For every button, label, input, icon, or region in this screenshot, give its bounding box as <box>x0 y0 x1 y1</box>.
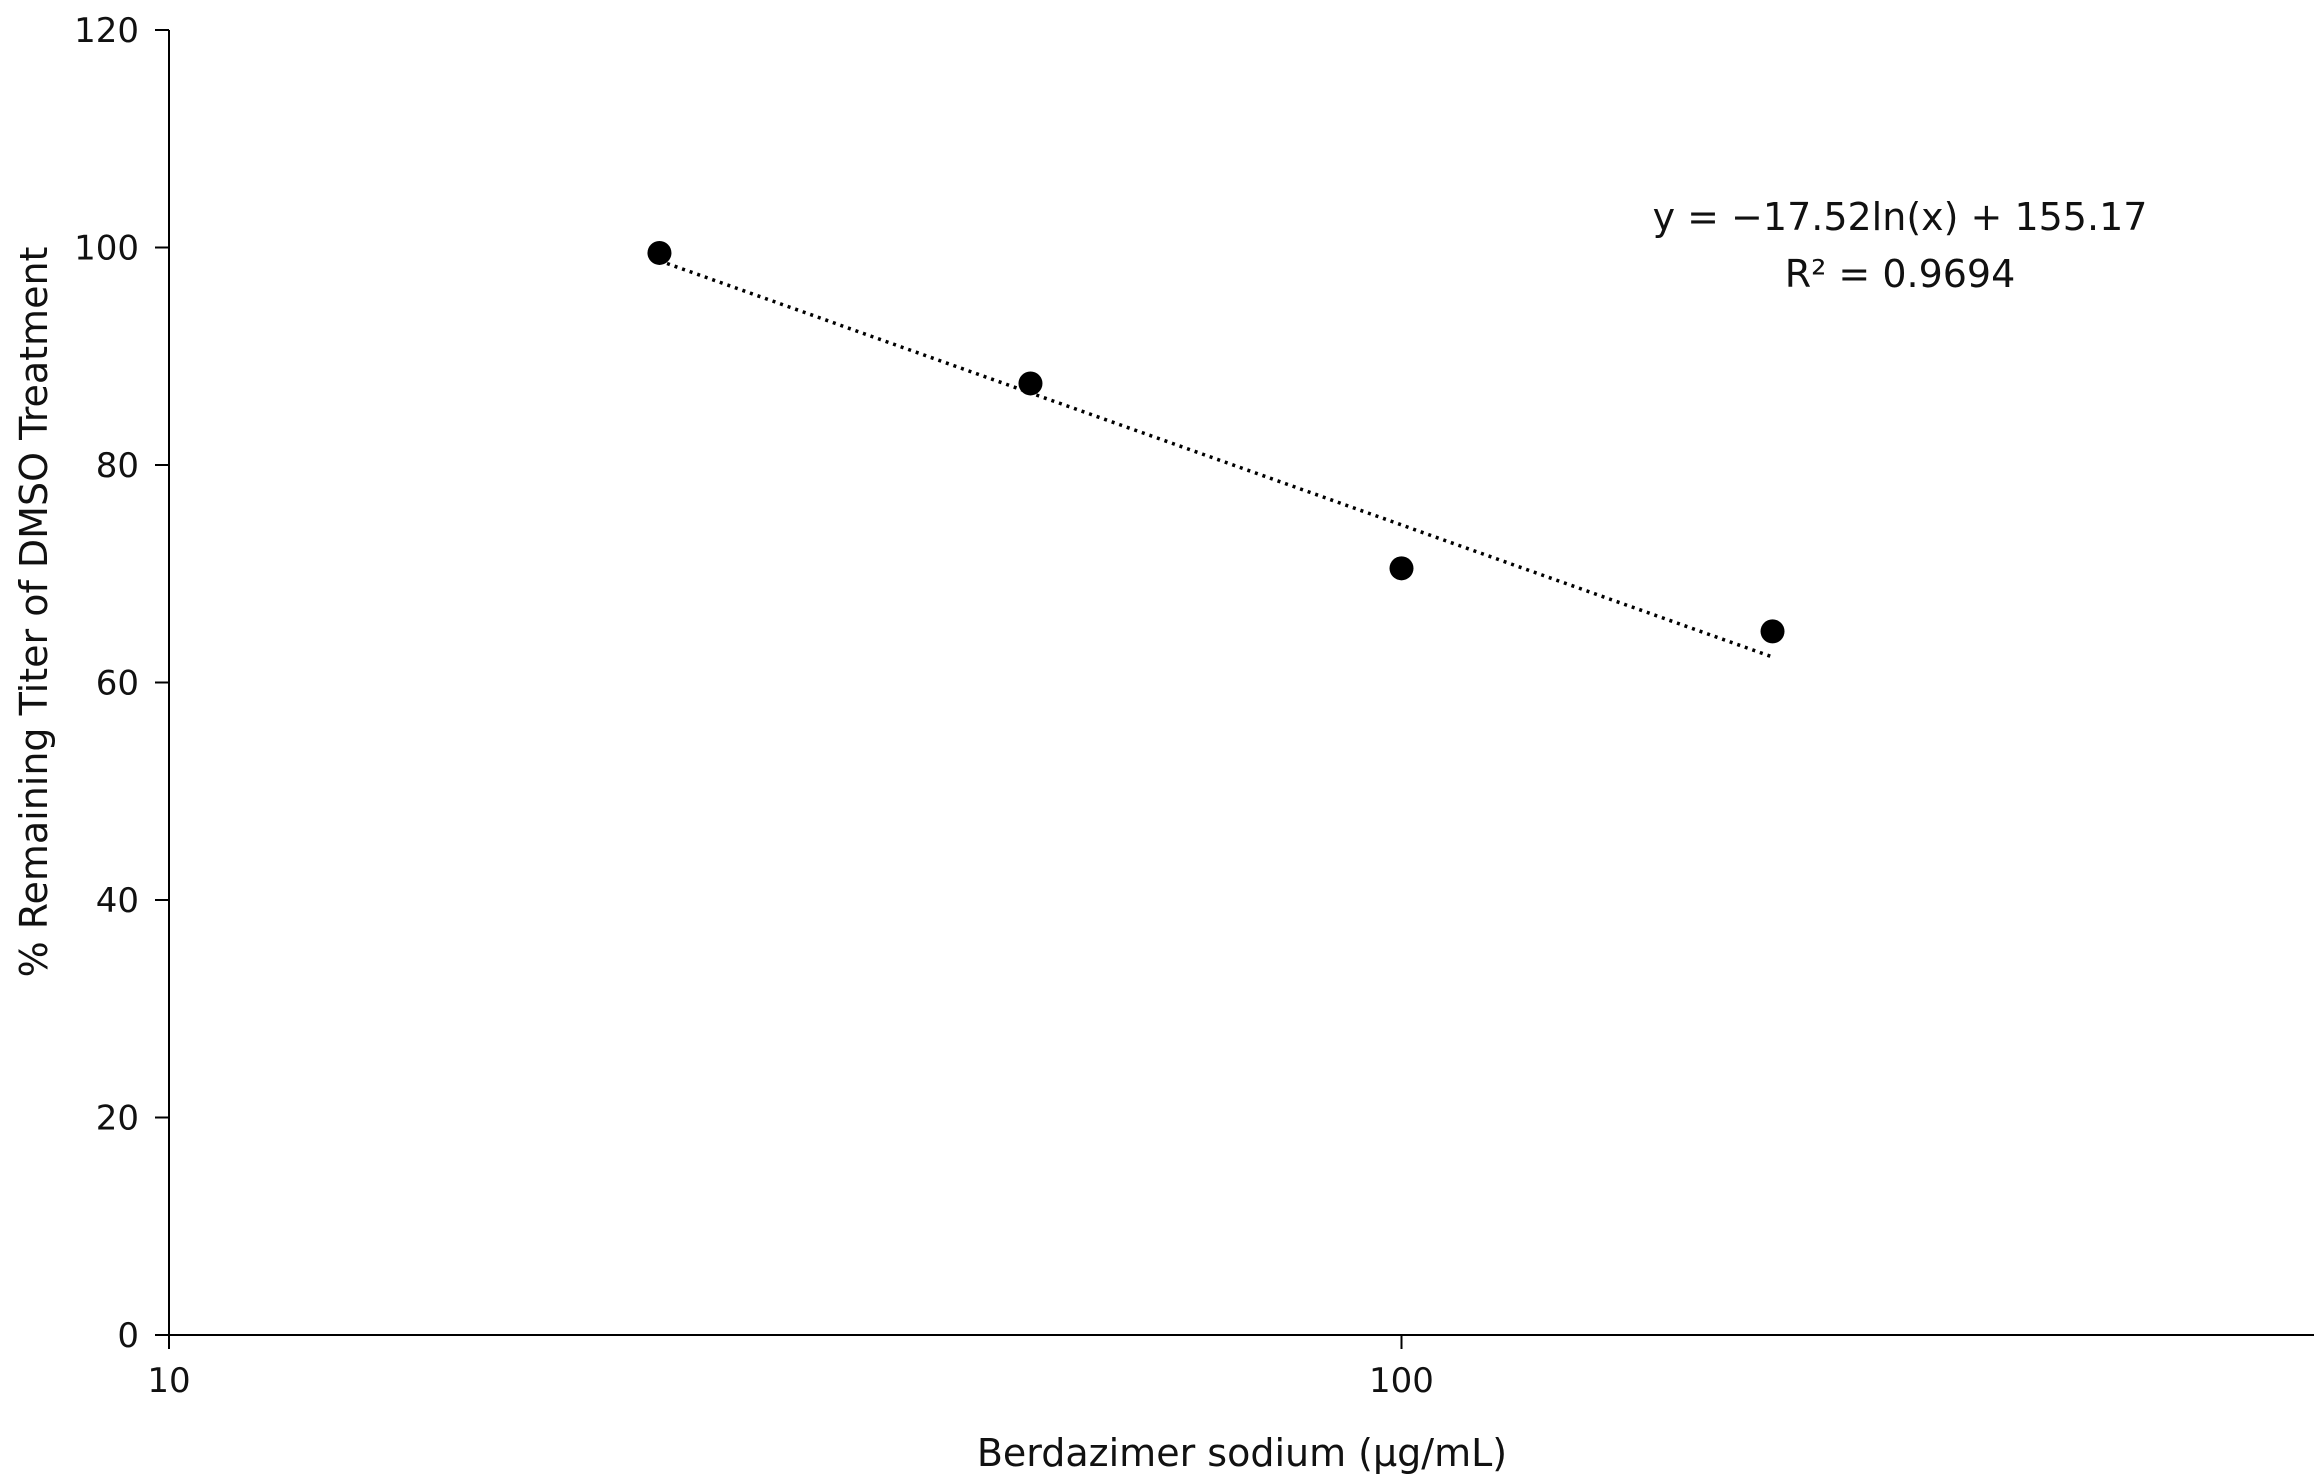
y-tick-label: 80 <box>96 446 139 486</box>
y-tick-label: 120 <box>74 11 139 51</box>
trendline <box>658 259 1774 659</box>
y-tick-label: 40 <box>96 881 139 921</box>
y-tick-label: 0 <box>117 1316 139 1356</box>
data-point <box>1389 556 1414 581</box>
data-point <box>1760 619 1785 644</box>
x-tick-label: 10 <box>147 1361 190 1401</box>
y-tick-label: 100 <box>74 229 139 269</box>
data-point <box>1018 371 1043 396</box>
y-tick-label: 60 <box>96 664 139 704</box>
trendline-equation: y = −17.52ln(x) + 155.17 <box>1653 195 2148 239</box>
x-tick-label: 100 <box>1369 1361 1434 1401</box>
y-tick-label: 20 <box>96 1099 139 1139</box>
trendline-group <box>658 259 1774 659</box>
y-axis-title: % Remaining Titer of DMSO Treatment <box>12 247 56 978</box>
x-axis-title: Berdazimer sodium (μg/mL) <box>977 1431 1507 1475</box>
data-points <box>647 240 1785 644</box>
axes: 0 20 40 60 80 100 120 10 100 <box>74 11 2314 1401</box>
data-point <box>647 240 672 265</box>
trendline-r-squared: R² = 0.9694 <box>1785 252 2016 296</box>
